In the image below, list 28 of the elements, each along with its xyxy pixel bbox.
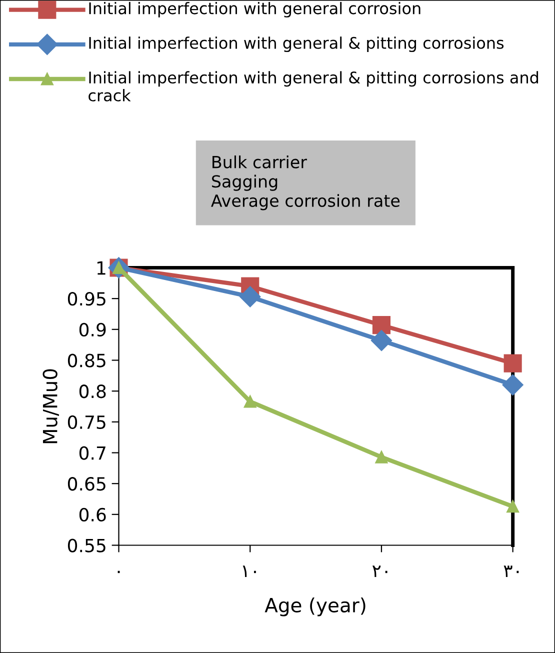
text: Bulk carrier Sagging Average corrosion rate [211, 155, 400, 210]
point [504, 354, 522, 372]
y-tick-label: 0.85 [68, 354, 106, 368]
point [372, 316, 390, 334]
y-tick-label: 0.6 [79, 508, 106, 522]
point [502, 374, 524, 396]
point [244, 395, 256, 408]
y-tick-label: 1 [97, 261, 106, 275]
point [506, 500, 520, 513]
point [375, 450, 388, 464]
y-tick-label: 0.7 [79, 446, 106, 460]
point [240, 286, 261, 308]
y-tick-label: 0.95 [68, 292, 106, 306]
point [370, 330, 392, 352]
y-tick-label: 0.65 [68, 477, 106, 491]
x-tick-label: ١٠ [242, 566, 256, 578]
y-tick-label: 0.8 [79, 384, 106, 398]
x-tick-label: ٣٠ [504, 566, 519, 578]
x-axis-title: Age (year) [264, 597, 366, 616]
x-tick-label: ٠ [118, 570, 120, 574]
x-tick-label: ٢٠ [372, 566, 388, 578]
legend-label: Initial imperfection with general corrosion [89, 2, 420, 18]
y-axis-title: Mu/Mu0 [42, 369, 59, 444]
y-tick-label: 0.75 [68, 415, 106, 430]
legend-label: Initial imperfection with general & pitting corrosions and crack [88, 71, 538, 102]
y-tick-label: 0.9 [79, 322, 106, 337]
legend-label: Initial imperfection with general & pitting corrosions [89, 36, 504, 52]
y-tick-label: 0.55 [68, 538, 106, 552]
